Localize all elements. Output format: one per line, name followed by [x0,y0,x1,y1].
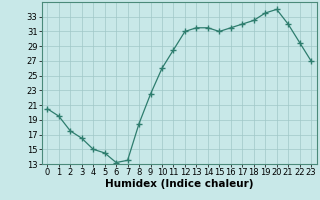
X-axis label: Humidex (Indice chaleur): Humidex (Indice chaleur) [105,179,253,189]
